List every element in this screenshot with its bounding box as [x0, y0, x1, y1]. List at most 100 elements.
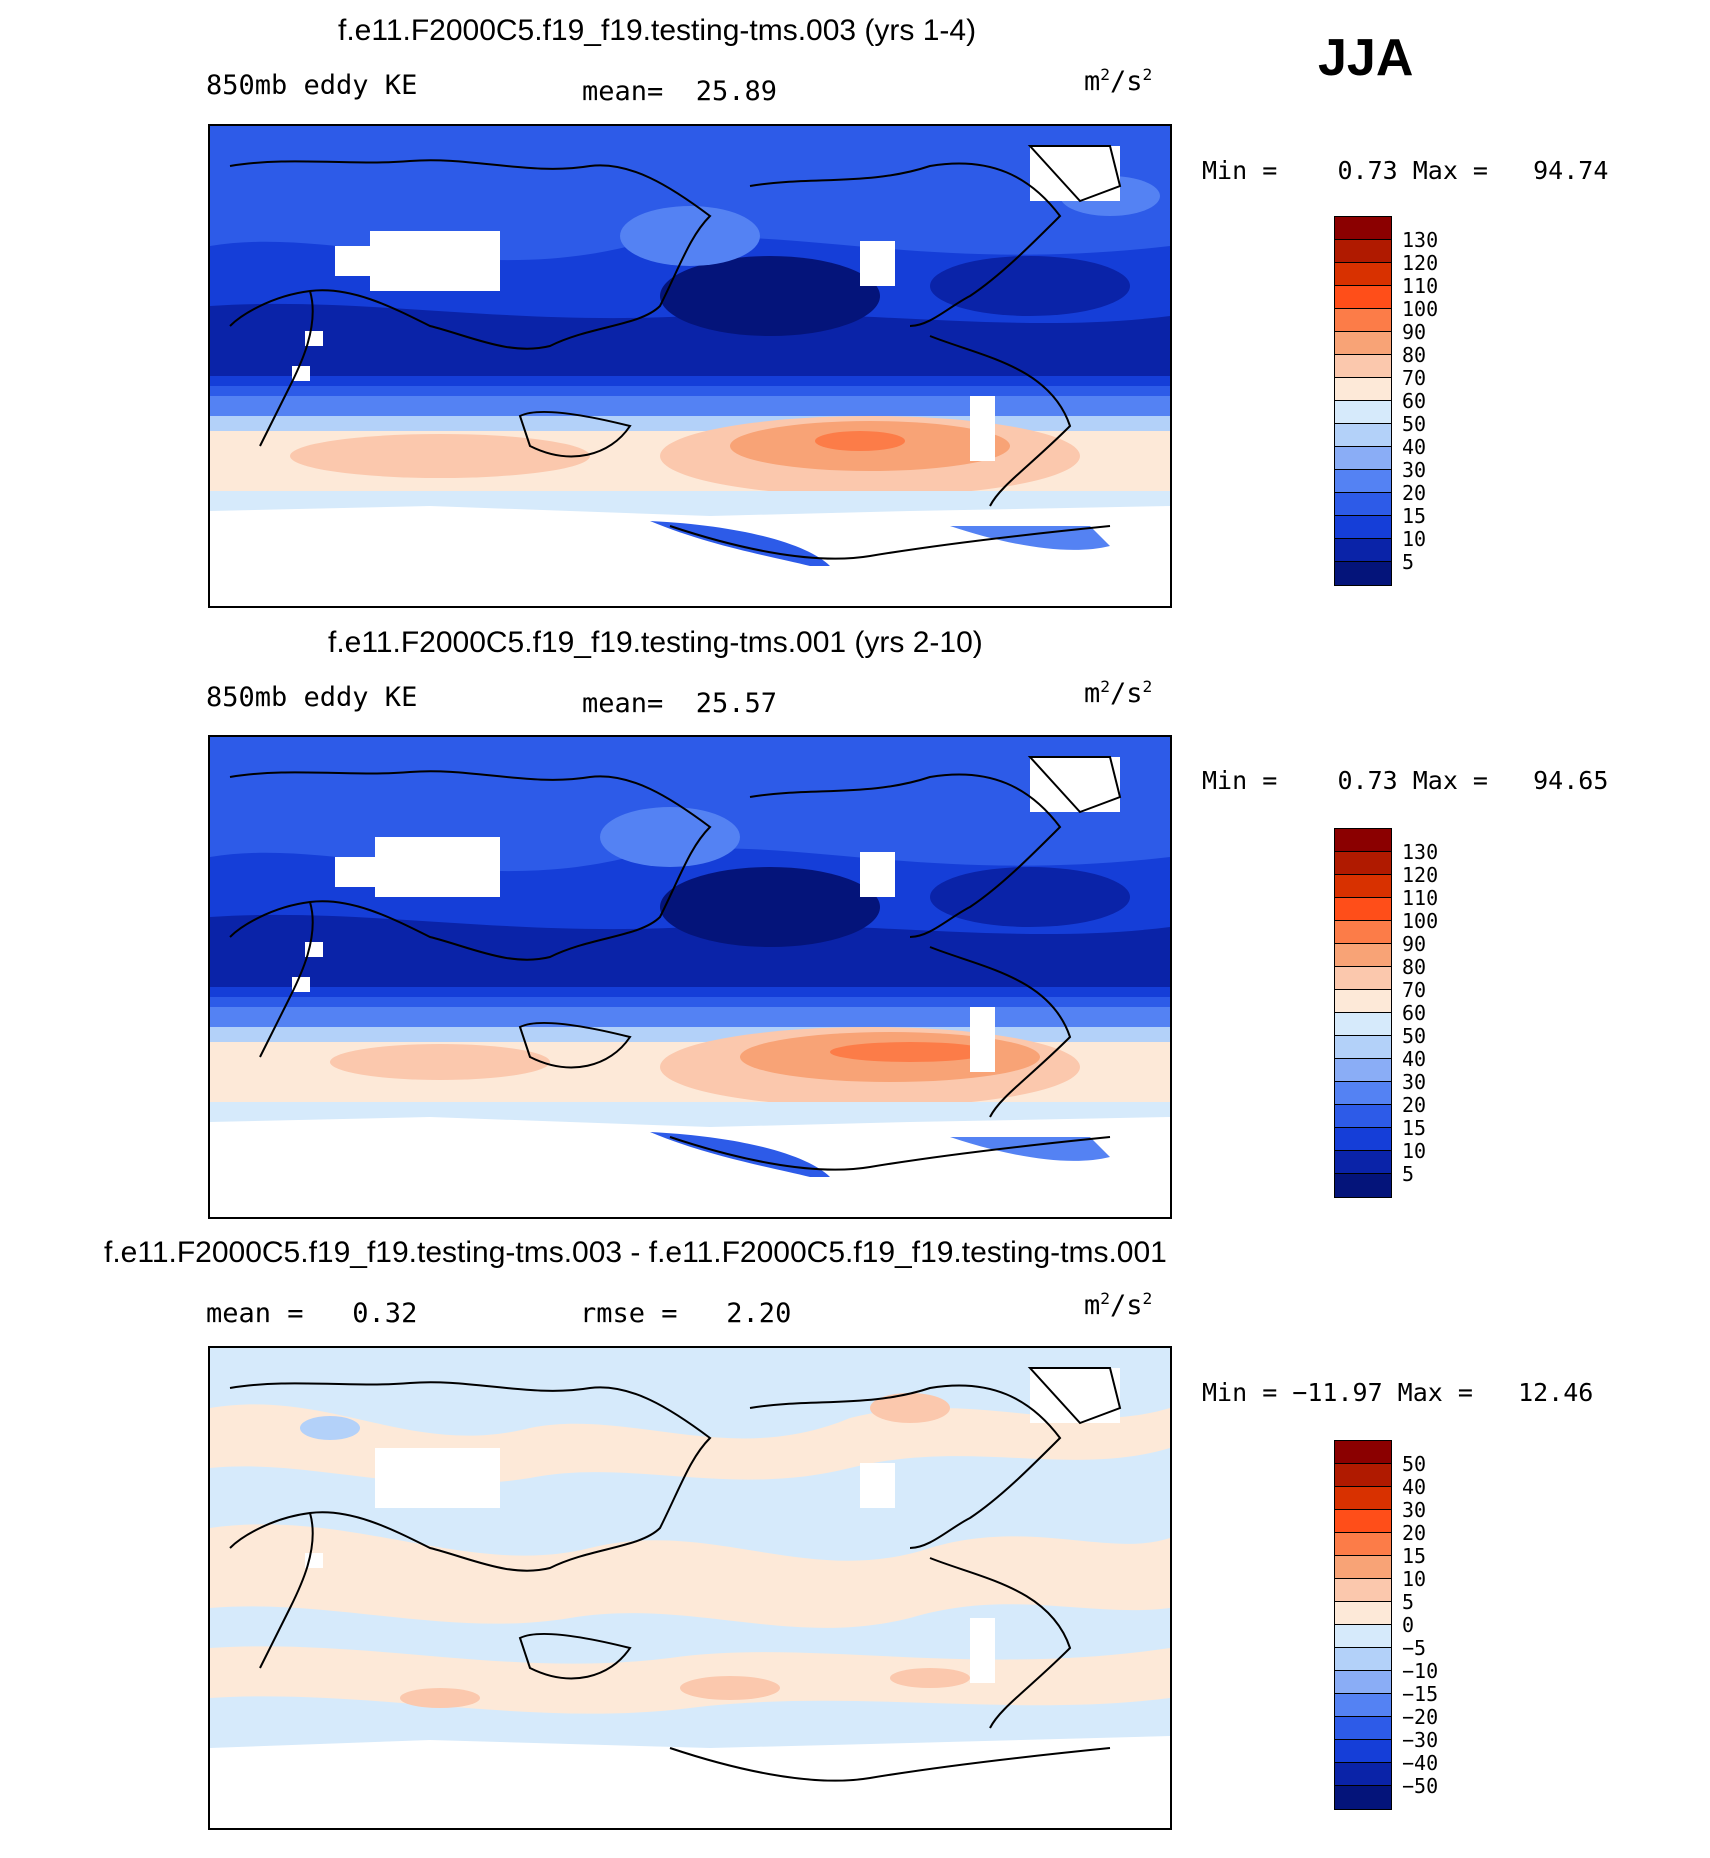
panel-1-colorbar-swatch	[1335, 493, 1391, 516]
panel-2-colorbar-swatch	[1335, 1174, 1391, 1197]
colorbar-label: 15	[1402, 1116, 1427, 1140]
panel-2-colorbar	[1334, 828, 1392, 1198]
panel-1-minmax: Min = 0.73 Max = 94.74	[1202, 156, 1609, 185]
panel-1-variable: 850mb eddy KE	[206, 70, 418, 101]
colorbar-label: 0	[1402, 1613, 1415, 1637]
panel-3-title: f.e11.F2000C5.f19_f19.testing-tms.003 - …	[104, 1236, 1167, 1269]
colorbar-label: 50	[1402, 1452, 1427, 1476]
panel-1-colorbar-swatch	[1335, 240, 1391, 263]
panel-1-colorbar-swatch	[1335, 516, 1391, 539]
colorbar-label: −40	[1402, 1751, 1439, 1775]
panel-1-colorbar-swatch	[1335, 355, 1391, 378]
panel-3-colorbar-swatch	[1335, 1487, 1391, 1510]
panel-2-mean: mean= 25.57	[582, 688, 778, 719]
panel-3-colorbar-swatch	[1335, 1579, 1391, 1602]
colorbar-label: 5	[1402, 1590, 1415, 1614]
panel-2-variable: 850mb eddy KE	[206, 682, 418, 713]
panel-2-colorbar-swatch	[1335, 990, 1391, 1013]
panel-1-units: m2/s2	[1084, 65, 1153, 97]
panel-3-colorbar-swatch	[1335, 1694, 1391, 1717]
colorbar-label: 90	[1402, 932, 1427, 956]
colorbar-label: 110	[1402, 886, 1439, 910]
panel-2-colorbar-swatch	[1335, 875, 1391, 898]
colorbar-label: 120	[1402, 251, 1439, 275]
panel-3-colorbar-swatch	[1335, 1556, 1391, 1579]
panel-3-colorbar-swatch	[1335, 1625, 1391, 1648]
panel-3-colorbar-swatch	[1335, 1648, 1391, 1671]
panel-2-map	[208, 735, 1172, 1219]
colorbar-label: 70	[1402, 366, 1427, 390]
colorbar-label: 10	[1402, 1567, 1427, 1591]
panel-3-minmax: Min = −11.97 Max = 12.46	[1202, 1378, 1594, 1407]
colorbar-label: −10	[1402, 1659, 1439, 1683]
panel-2-colorbar-swatch	[1335, 852, 1391, 875]
colorbar-label: −30	[1402, 1728, 1439, 1752]
colorbar-label: 70	[1402, 978, 1427, 1002]
panel-2-colorbar-swatch	[1335, 1082, 1391, 1105]
colorbar-label: 90	[1402, 320, 1427, 344]
panel-1-title: f.e11.F2000C5.f19_f19.testing-tms.003 (y…	[338, 14, 977, 47]
panel-1-colorbar-swatch	[1335, 378, 1391, 401]
colorbar-label: 20	[1402, 1521, 1427, 1545]
panel-3-map	[208, 1346, 1172, 1830]
panel-1-colorbar-swatch	[1335, 401, 1391, 424]
panel-2-colorbar-swatch	[1335, 1151, 1391, 1174]
panel-3-units: m2/s2	[1084, 1289, 1153, 1321]
colorbar-label: 15	[1402, 504, 1427, 528]
colorbar-label: 20	[1402, 1093, 1427, 1117]
season-label: JJA	[1318, 29, 1414, 87]
panel-2-minmax: Min = 0.73 Max = 94.65	[1202, 766, 1609, 795]
panel-3-colorbar-swatch	[1335, 1464, 1391, 1487]
panel-1-colorbar-swatch	[1335, 263, 1391, 286]
panel-2-colorbar-swatch	[1335, 829, 1391, 852]
panel-3-colorbar-swatch	[1335, 1441, 1391, 1464]
colorbar-label: 30	[1402, 1070, 1427, 1094]
panel-1-map	[208, 124, 1172, 608]
colorbar-label: −5	[1402, 1636, 1427, 1660]
colorbar-label: 15	[1402, 1544, 1427, 1568]
panel-2-colorbar-swatch	[1335, 1105, 1391, 1128]
colorbar-label: 20	[1402, 481, 1427, 505]
panel-1-colorbar	[1334, 216, 1392, 586]
colorbar-label: 50	[1402, 1024, 1427, 1048]
colorbar-label: 120	[1402, 863, 1439, 887]
colorbar-label: 40	[1402, 435, 1427, 459]
panel-3-mean: mean = 0.32	[206, 1298, 418, 1329]
panel-1-colorbar-swatch	[1335, 562, 1391, 585]
colorbar-label: 130	[1402, 228, 1439, 252]
colorbar-label: 40	[1402, 1047, 1427, 1071]
colorbar-label: 30	[1402, 458, 1427, 482]
panel-1-colorbar-swatch	[1335, 470, 1391, 493]
panel-3-colorbar-swatch	[1335, 1671, 1391, 1694]
panel-1-colorbar-swatch	[1335, 309, 1391, 332]
panel-1-colorbar-swatch	[1335, 286, 1391, 309]
panel-3-colorbar-swatch	[1335, 1717, 1391, 1740]
colorbar-label: 80	[1402, 955, 1427, 979]
panel-2-colorbar-swatch	[1335, 898, 1391, 921]
colorbar-label: 130	[1402, 840, 1439, 864]
colorbar-label: 80	[1402, 343, 1427, 367]
panel-1-colorbar-swatch	[1335, 539, 1391, 562]
panel-1-colorbar-swatch	[1335, 424, 1391, 447]
panel-2-colorbar-swatch	[1335, 921, 1391, 944]
colorbar-label: 60	[1402, 389, 1427, 413]
colorbar-label: 10	[1402, 527, 1427, 551]
panel-2-title: f.e11.F2000C5.f19_f19.testing-tms.001 (y…	[328, 626, 983, 659]
colorbar-label: 50	[1402, 412, 1427, 436]
colorbar-label: 5	[1402, 550, 1415, 574]
colorbar-label: 100	[1402, 909, 1439, 933]
panel-2-colorbar-swatch	[1335, 967, 1391, 990]
colorbar-label: −50	[1402, 1774, 1439, 1798]
panel-2-units: m2/s2	[1084, 677, 1153, 709]
panel-3-colorbar-swatch	[1335, 1786, 1391, 1809]
panel-2-colorbar-swatch	[1335, 1128, 1391, 1151]
colorbar-label: 60	[1402, 1001, 1427, 1025]
panel-1-colorbar-swatch	[1335, 217, 1391, 240]
colorbar-label: 10	[1402, 1139, 1427, 1163]
panel-2-colorbar-swatch	[1335, 1059, 1391, 1082]
panel-3-rmse: rmse = 2.20	[580, 1298, 792, 1329]
panel-3-colorbar-swatch	[1335, 1510, 1391, 1533]
panel-3-colorbar-swatch	[1335, 1763, 1391, 1786]
panel-2-colorbar-swatch	[1335, 944, 1391, 967]
colorbar-label: 110	[1402, 274, 1439, 298]
